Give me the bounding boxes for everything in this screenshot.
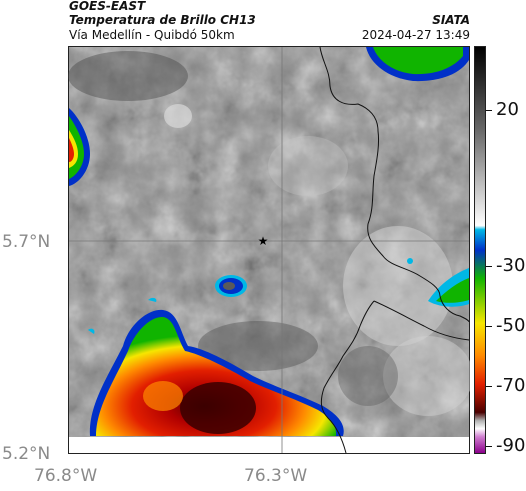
organization-label: SIATA	[432, 13, 470, 27]
cloud-patch	[198, 321, 318, 371]
lon-label-2: 76.3°W	[244, 466, 308, 486]
cloud-patch	[338, 346, 398, 406]
colorbar-label-neg30: -30	[496, 255, 526, 276]
star-icon: ★	[258, 234, 269, 248]
cloud-patch	[383, 336, 470, 416]
cyan-speck	[148, 297, 157, 302]
cyan-speck	[407, 258, 413, 264]
satellite-title: GOES-EAST	[69, 0, 146, 13]
storm-cell-patch	[143, 381, 183, 411]
colorbar-tick	[486, 326, 492, 327]
colorbar-tick	[486, 266, 492, 267]
lat-label-1: 5.7°N	[2, 232, 51, 252]
satellite-map: ★	[68, 46, 470, 454]
border-line	[319, 46, 470, 323]
cloud-patch	[164, 104, 192, 128]
storm-cell-topright-inner	[373, 47, 463, 75]
colorbar-tick	[486, 446, 492, 447]
storm-cell-left-hot	[69, 138, 74, 162]
cloud-patch	[268, 136, 348, 196]
colorbar-tick	[486, 110, 492, 111]
lat-label-2: 5.2°N	[2, 444, 51, 464]
product-title: Temperatura de Brillo CH13	[69, 13, 256, 27]
no-data-strip	[69, 437, 469, 453]
colorbar-label-neg50: -50	[496, 315, 526, 336]
storm-cell-small-core	[223, 282, 235, 290]
cyan-speck	[88, 328, 95, 334]
colorbar-label-neg70: -70	[496, 375, 526, 396]
colorbar-label-20: 20	[496, 99, 519, 120]
border-line	[373, 300, 470, 341]
colorbar	[474, 46, 486, 454]
lon-label-1: 76.8°W	[34, 466, 98, 486]
colorbar-label-neg90: -90	[496, 435, 526, 456]
datetime-label: 2024-04-27 13:49	[361, 28, 470, 42]
route-label: Vía Medellín - Quibdó 50km	[69, 28, 235, 42]
colorbar-tick	[486, 386, 492, 387]
cloud-patch	[343, 226, 453, 346]
storm-cell-coldest	[180, 382, 256, 434]
green-edge-cell	[436, 278, 469, 303]
cloud-patch	[68, 51, 188, 101]
border-line	[320, 300, 375, 454]
